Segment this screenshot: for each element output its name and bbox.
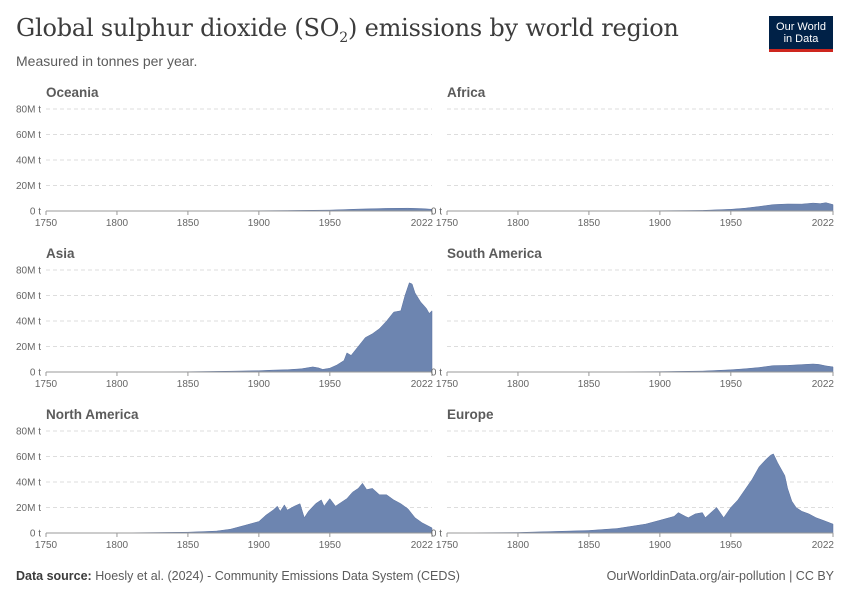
x-tick-label: 1850: [578, 540, 601, 551]
x-tick-label: 1750: [436, 379, 459, 390]
y-tick-label: 20M t: [16, 503, 41, 514]
x-tick-label: 1950: [319, 540, 342, 551]
x-tick-label: 1750: [436, 218, 459, 229]
data-source: Data source: Hoesly et al. (2024) - Comm…: [16, 569, 460, 583]
x-tick-label: 1750: [436, 540, 459, 551]
panel-north-america: North America 0 t 20M t 40M t 60M t 80M t 1750…: [16, 407, 433, 551]
chart-subtitle: Measured in tonnes per year.: [16, 53, 198, 69]
y-tick-label: 80M t: [16, 266, 41, 277]
y-tick-label: 40M t: [16, 478, 41, 489]
y-tick-label: 0 t: [431, 368, 442, 379]
x-tick-label: 1950: [720, 540, 743, 551]
x-tick-label: 1850: [177, 540, 200, 551]
x-tick-label: 1800: [106, 540, 129, 551]
x-tick-label: 1900: [649, 540, 672, 551]
logo-line-2: in Data: [783, 33, 819, 45]
x-tick-label: 1900: [649, 379, 672, 390]
y-tick-label: 80M t: [16, 427, 41, 438]
x-tick-label: 1800: [106, 379, 129, 390]
x-tick-label: 1750: [35, 218, 58, 229]
area-africa: [446, 202, 834, 212]
y-tick-label: 0 t: [30, 529, 41, 540]
data-source-link[interactable]: Hoesly et al. (2024) - Community Emissio…: [95, 569, 460, 583]
panel-title-europe: Europe: [447, 407, 494, 422]
y-tick-label: 40M t: [16, 317, 41, 328]
x-tick-label: 1950: [720, 379, 743, 390]
panel-title-africa: Africa: [447, 85, 486, 100]
x-tick-label: 1850: [578, 379, 601, 390]
area-europe: [446, 453, 834, 534]
x-tick-label: 1950: [720, 218, 743, 229]
logo-line-1: Our World: [776, 21, 826, 33]
x-tick-label: 1750: [35, 540, 58, 551]
x-tick-label: 2022: [411, 218, 434, 229]
y-tick-label: 60M t: [16, 452, 41, 463]
x-tick-label: 1850: [177, 379, 200, 390]
panel-title-oceania: Oceania: [46, 85, 99, 100]
x-tick-label: 1850: [177, 218, 200, 229]
x-tick-label: 2022: [812, 218, 835, 229]
area-asia: [45, 282, 433, 373]
x-tick-label: 1900: [649, 218, 672, 229]
x-tick-label: 1850: [578, 218, 601, 229]
x-tick-label: 2022: [411, 540, 434, 551]
x-tick-label: 1800: [507, 540, 530, 551]
panel-oceania: Oceania 0 t 20M t 40M t 60M t 80M t 1750 1800 18…: [16, 85, 433, 229]
y-tick-label: 60M t: [16, 130, 41, 141]
x-tick-label: 1900: [248, 218, 271, 229]
x-tick-label: 2022: [812, 540, 835, 551]
y-tick-label: 20M t: [16, 342, 41, 353]
y-tick-label: 0 t: [431, 529, 442, 540]
y-tick-label: 0 t: [30, 368, 41, 379]
y-tick-label: 40M t: [16, 156, 41, 167]
credit-link[interactable]: OurWorldinData.org/air-pollution | CC BY: [606, 569, 834, 583]
area-north-america: [45, 482, 433, 534]
x-tick-label: 1950: [319, 379, 342, 390]
x-tick-label: 1800: [507, 218, 530, 229]
owid-logo[interactable]: Our World in Data: [769, 16, 833, 52]
y-tick-label: 20M t: [16, 181, 41, 192]
x-tick-label: 1800: [507, 379, 530, 390]
panel-title-asia: Asia: [46, 246, 75, 261]
panel-title-north-america: North America: [46, 407, 139, 422]
x-tick-label: 1950: [319, 218, 342, 229]
x-tick-label: 2022: [411, 379, 434, 390]
area-south-america: [446, 363, 834, 373]
y-tick-label: 0 t: [30, 207, 41, 218]
y-tick-label: 60M t: [16, 291, 41, 302]
x-tick-label: 1900: [248, 379, 271, 390]
y-tick-label: 0 t: [431, 207, 442, 218]
panel-asia: Asia 0 t 20M t 40M t 60M t 80M t 1750 1800 1850 1…: [16, 246, 433, 390]
x-tick-label: 1800: [106, 218, 129, 229]
x-tick-label: 1750: [35, 379, 58, 390]
x-tick-label: 2022: [812, 379, 835, 390]
y-tick-label: 80M t: [16, 105, 41, 116]
chart-title: Global sulphur dioxide (SO2) emissions b…: [16, 14, 679, 46]
x-tick-label: 1900: [248, 540, 271, 551]
panel-title-south-america: South America: [447, 246, 542, 261]
